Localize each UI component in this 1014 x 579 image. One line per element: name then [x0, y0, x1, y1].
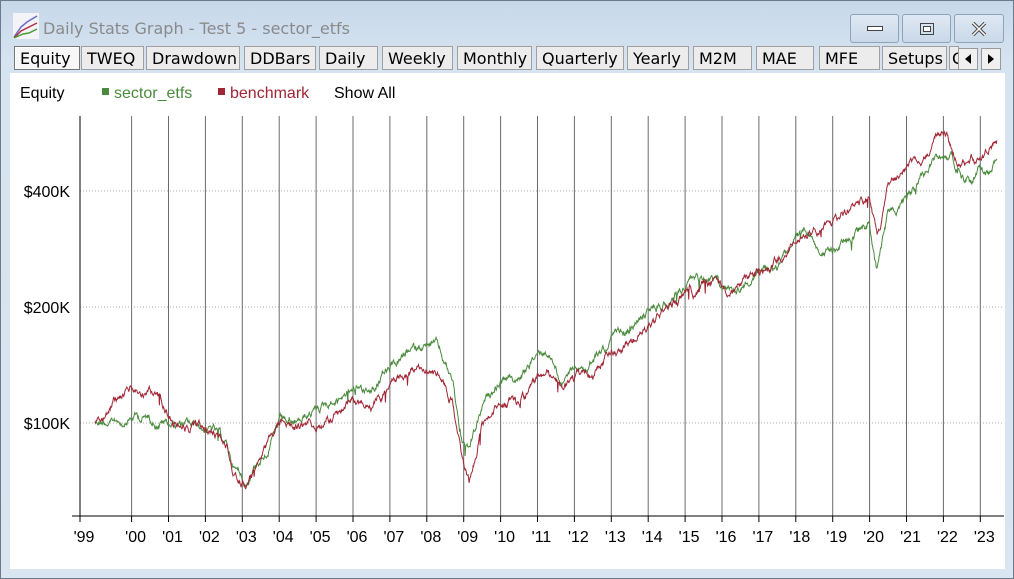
- legend-label: benchmark: [230, 85, 310, 102]
- chart-area: [10, 73, 1005, 569]
- chart-title: Equity: [20, 85, 65, 102]
- legend-sector-etfs[interactable]: sector_etfs: [102, 85, 192, 103]
- show-all-button[interactable]: Show All: [334, 85, 396, 102]
- tab-daily[interactable]: Daily: [319, 46, 378, 70]
- maximize-icon: [919, 22, 934, 35]
- close-icon: [971, 21, 987, 36]
- maximize-button[interactable]: [902, 14, 951, 43]
- triangle-left-icon: [965, 54, 971, 64]
- window-title: Daily Stats Graph - Test 5 - sector_etfs: [43, 19, 350, 38]
- minimize-button[interactable]: [850, 14, 899, 43]
- legend-label: sector_etfs: [114, 85, 193, 102]
- tab-scroll-right-button[interactable]: [981, 48, 1001, 70]
- tab-tweq[interactable]: TWEQ: [81, 46, 144, 70]
- app-graph-icon: [13, 13, 39, 39]
- minimize-icon: [866, 25, 883, 31]
- legend-benchmark[interactable]: benchmark: [218, 85, 309, 103]
- tab-yearly[interactable]: Yearly: [627, 46, 689, 70]
- tab-weekly[interactable]: Weekly: [382, 46, 453, 70]
- tab-setups[interactable]: Setups: [882, 46, 947, 70]
- tab-monthly[interactable]: Monthly: [457, 46, 532, 70]
- tab-scroll-left-button[interactable]: [958, 48, 978, 70]
- tab-mfe[interactable]: MFE: [819, 46, 880, 70]
- legend-swatch-icon: [102, 88, 109, 95]
- tab-ddbars[interactable]: DDBars: [244, 46, 316, 70]
- tab-bar: Equity TWEQ Drawdown DDBars Daily Weekly…: [14, 46, 1006, 72]
- close-button[interactable]: [954, 14, 1004, 43]
- tab-m2m[interactable]: M2M: [693, 46, 752, 70]
- tab-mae[interactable]: MAE: [756, 46, 814, 70]
- title-bar[interactable]: Daily Stats Graph - Test 5 - sector_etfs: [1, 1, 1013, 43]
- legend-swatch-icon: [218, 88, 225, 95]
- tab-drawdown[interactable]: Drawdown: [146, 46, 240, 70]
- tab-equity[interactable]: Equity: [14, 46, 80, 70]
- tab-quarterly[interactable]: Quarterly: [536, 46, 624, 70]
- triangle-right-icon: [988, 54, 994, 64]
